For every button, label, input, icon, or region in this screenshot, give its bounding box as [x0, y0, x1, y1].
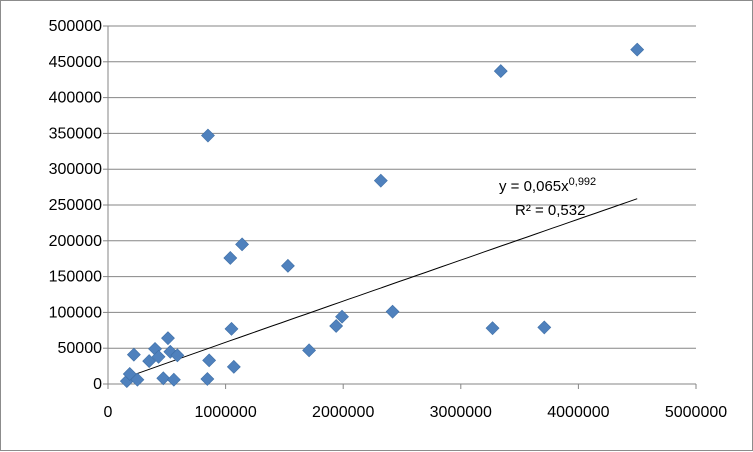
data-point — [142, 354, 157, 369]
trendline-equation-exponent: 0,992 — [569, 176, 597, 188]
data-point — [201, 128, 215, 143]
data-point — [630, 42, 645, 57]
data-point — [126, 347, 141, 362]
x-tick-labels: 0 1000000 2000000 3000000 4000000 5000000 — [104, 404, 728, 421]
data-point — [485, 321, 500, 336]
data-point — [335, 309, 349, 324]
x-tick-label: 2000000 — [312, 404, 374, 421]
y-tick-label: 350000 — [49, 125, 102, 142]
y-tick-label: 500000 — [49, 18, 102, 35]
gridlines — [108, 25, 696, 349]
x-tick-label: 0 — [104, 404, 113, 421]
y-tick-label: 100000 — [49, 304, 102, 321]
data-point — [373, 173, 388, 188]
y-tick-label: 0 — [93, 376, 102, 393]
data-point — [170, 348, 185, 363]
data-point — [493, 64, 508, 79]
data-point — [302, 343, 317, 358]
trendline-group — [127, 198, 638, 378]
data-point — [385, 304, 400, 319]
y-tick-label: 150000 — [49, 269, 102, 286]
data-point — [151, 349, 166, 364]
y-tick-label: 300000 — [49, 161, 102, 178]
data-point — [156, 371, 171, 386]
y-tick-labels: 0 50000 100000 150000 200000 250000 300000 3500… — [49, 18, 102, 393]
y-tick-label: 50000 — [58, 340, 103, 357]
axes — [103, 25, 697, 389]
y-tick-label: 400000 — [49, 90, 102, 107]
y-tick-label: 250000 — [49, 197, 102, 214]
x-tick-label: 5000000 — [665, 404, 727, 421]
x-tick-label: 1000000 — [194, 404, 256, 421]
data-point — [200, 372, 215, 386]
data-point — [281, 258, 295, 273]
data-point — [202, 353, 217, 368]
y-tick-label: 200000 — [49, 233, 102, 250]
data-point — [130, 372, 145, 387]
data-point — [537, 320, 552, 335]
y-tick-label: 450000 — [49, 54, 102, 71]
data-point — [329, 319, 344, 333]
data-point — [166, 372, 181, 387]
data-point — [235, 237, 249, 252]
trendline — [127, 198, 638, 378]
data-point — [226, 359, 241, 374]
trendline-annotation: y = 0,065x0,992 R² = 0,532 — [499, 176, 596, 219]
x-tick-label: 3000000 — [430, 404, 492, 421]
trendline-equation-base: y = 0,065x — [499, 178, 569, 195]
x-tick-label: 4000000 — [547, 404, 609, 421]
trendline-r-squared: R² = 0,532 — [515, 202, 585, 219]
data-point — [161, 331, 175, 346]
trendline-equation: y = 0,065x0,992 — [499, 176, 596, 195]
data-points — [119, 42, 645, 389]
data-point — [223, 251, 238, 265]
data-point — [224, 321, 239, 336]
